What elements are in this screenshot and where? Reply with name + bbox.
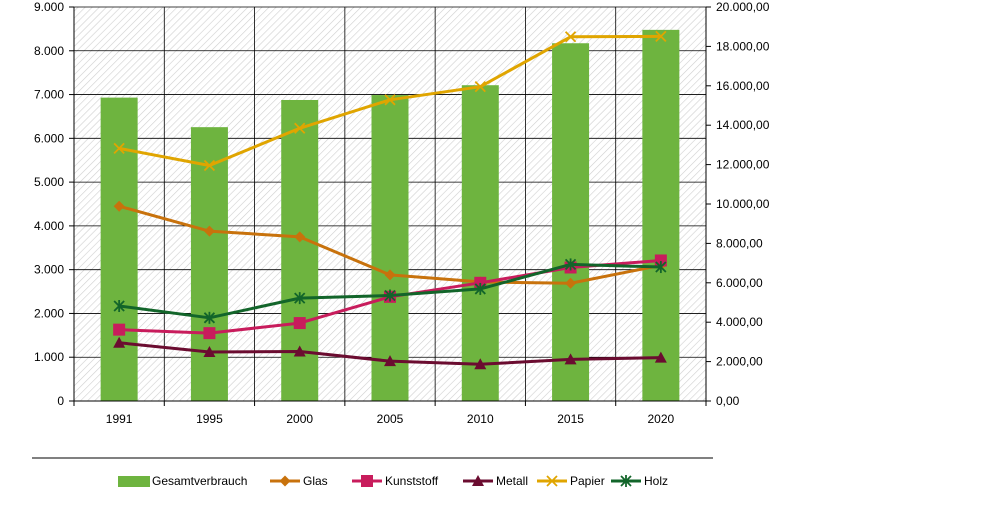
x-tick-label: 1991 bbox=[106, 412, 133, 426]
point-holz-2015 bbox=[564, 258, 577, 271]
y-left-tick-label: 9.000 bbox=[34, 0, 64, 14]
legend-item-gesamtverbrauch: Gesamtverbrauch bbox=[118, 474, 247, 488]
series-papier bbox=[113, 30, 667, 172]
y-right-tick-label: 6.000,00 bbox=[716, 276, 763, 290]
line-series-group bbox=[113, 30, 667, 370]
point-kunststoff-2000 bbox=[293, 317, 306, 330]
y-right-tick-label: 2.000,00 bbox=[716, 355, 763, 369]
legend-marker bbox=[546, 475, 558, 487]
y-right-tick-label: 10.000,00 bbox=[716, 197, 770, 211]
point-metall-1991 bbox=[113, 336, 126, 348]
series-holz bbox=[113, 258, 667, 324]
y-left-tick-label: 5.000 bbox=[34, 175, 64, 189]
point-papier-2000 bbox=[294, 122, 306, 134]
legend-item-metall: Metall bbox=[463, 474, 528, 488]
x-tick-label: 2005 bbox=[377, 412, 404, 426]
y-left-tick-label: 0 bbox=[57, 394, 64, 408]
y-left-tick-label: 6.000 bbox=[34, 131, 64, 145]
point-papier-1995 bbox=[203, 159, 216, 172]
x-tick-label: 2010 bbox=[467, 412, 494, 426]
y-left-tick-label: 3.000 bbox=[34, 263, 64, 277]
legend-item-kunststoff: Kunststoff bbox=[352, 474, 439, 488]
point-glas-2015 bbox=[565, 277, 577, 289]
point-papier-2015 bbox=[564, 31, 577, 43]
y-right-tick-label: 18.000,00 bbox=[716, 39, 770, 53]
y-left-tick-label: 8.000 bbox=[34, 44, 64, 58]
legend-label: Gesamtverbrauch bbox=[152, 474, 247, 488]
bar-2015 bbox=[552, 43, 590, 402]
legend: Gesamtverbrauch Glas Kunststoff Metall Papie… bbox=[32, 457, 713, 488]
y-right-tick-label: 4.000,00 bbox=[716, 315, 763, 329]
legend-item-holz: Holz bbox=[611, 474, 668, 488]
x-tick-label: 2020 bbox=[648, 412, 675, 426]
legend-marker bbox=[279, 475, 291, 487]
legend-marker bbox=[620, 475, 632, 487]
point-metall-2010 bbox=[474, 358, 487, 370]
bar-2005 bbox=[371, 95, 409, 402]
axes: 0 1.000 2.000 3.000 4.000 5.000 6.000 7.000 8.00… bbox=[34, 0, 770, 426]
point-glas-1991 bbox=[113, 200, 125, 212]
point-metall-1995 bbox=[203, 345, 216, 357]
x-tick-label: 2000 bbox=[286, 412, 313, 426]
legend-item-glas: Glas bbox=[270, 474, 328, 488]
y-right-tick-label: 0,00 bbox=[716, 394, 740, 408]
marker-stroke bbox=[564, 31, 577, 43]
marker-stroke bbox=[203, 159, 216, 172]
point-papier-1991 bbox=[113, 142, 125, 155]
y-left-tick-label: 4.000 bbox=[34, 219, 64, 233]
y-right-tick-label: 16.000,00 bbox=[716, 79, 770, 93]
marker-stroke bbox=[655, 30, 667, 42]
marker-stroke bbox=[546, 475, 558, 487]
legend-label: Kunststoff bbox=[385, 474, 439, 488]
point-papier-2010 bbox=[474, 81, 486, 93]
point-glas-2005 bbox=[384, 269, 396, 281]
legend-label: Holz bbox=[644, 474, 668, 488]
y-right-tick-label: 12.000,00 bbox=[716, 158, 770, 172]
point-papier-2020 bbox=[655, 30, 667, 42]
point-holz-2010 bbox=[474, 282, 486, 295]
bar-2020 bbox=[642, 29, 680, 402]
point-papier-2005 bbox=[384, 94, 396, 106]
point-holz-2005 bbox=[384, 289, 396, 302]
y-left-tick-label: 1.000 bbox=[34, 350, 64, 364]
legend-item-papier: Papier bbox=[537, 474, 605, 488]
x-tick-label: 2015 bbox=[557, 412, 584, 426]
y-right-tick-label: 8.000,00 bbox=[716, 236, 763, 250]
y-right-tick-label: 20.000,00 bbox=[716, 0, 770, 14]
point-glas-2000 bbox=[294, 231, 306, 243]
point-kunststoff-1995 bbox=[203, 327, 216, 340]
point-metall-2020 bbox=[654, 351, 667, 363]
y-left-tick-label: 7.000 bbox=[34, 88, 64, 102]
point-holz-1991 bbox=[113, 300, 125, 313]
marker-stroke bbox=[474, 81, 486, 93]
legend-swatch bbox=[118, 476, 150, 487]
legend-marker bbox=[472, 475, 484, 486]
legend-label: Metall bbox=[496, 474, 528, 488]
point-kunststoff-1991 bbox=[113, 323, 126, 336]
marker-stroke bbox=[384, 94, 396, 106]
series-metall bbox=[113, 336, 667, 370]
bar-1995 bbox=[190, 127, 228, 402]
legend-label: Glas bbox=[303, 474, 328, 488]
y-left-tick-label: 2.000 bbox=[34, 306, 64, 320]
point-metall-2000 bbox=[293, 345, 306, 357]
point-metall-2015 bbox=[564, 353, 577, 365]
point-holz-2000 bbox=[294, 292, 306, 305]
y-right-tick-label: 14.000,00 bbox=[716, 118, 770, 132]
marker-stroke bbox=[113, 142, 125, 155]
point-glas-1995 bbox=[203, 225, 215, 237]
point-holz-2020 bbox=[655, 261, 667, 274]
bar-2010 bbox=[461, 85, 499, 402]
marker-stroke bbox=[294, 122, 306, 134]
x-tick-label: 1995 bbox=[196, 412, 223, 426]
legend-label: Papier bbox=[570, 474, 605, 488]
legend-marker bbox=[361, 475, 373, 487]
point-holz-1995 bbox=[203, 311, 216, 324]
point-metall-2005 bbox=[384, 355, 396, 367]
bar-1991 bbox=[100, 97, 138, 402]
